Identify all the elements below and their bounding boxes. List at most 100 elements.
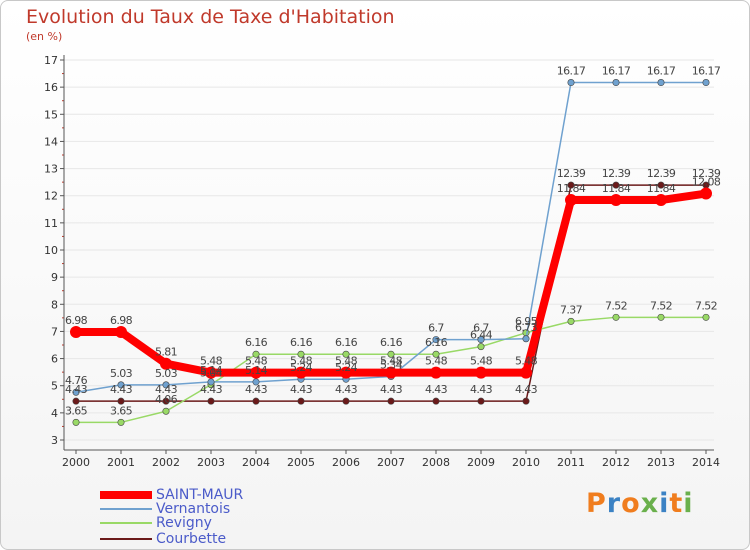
data-label: 6.73 bbox=[515, 321, 538, 334]
legend-item-vernantois: Vernantois bbox=[100, 501, 230, 517]
x-tick-label: 2014 bbox=[692, 456, 720, 469]
data-point bbox=[70, 325, 82, 338]
legend-label: Courbette bbox=[156, 531, 227, 547]
y-tick-label: 7 bbox=[51, 325, 58, 338]
data-point bbox=[72, 397, 80, 405]
data-label: 5.24 bbox=[335, 361, 358, 374]
legend-item-saint-maur: SAINT-MAUR bbox=[100, 487, 243, 503]
data-point bbox=[252, 378, 260, 386]
data-point bbox=[162, 381, 170, 389]
y-tick-label: 16 bbox=[44, 81, 58, 94]
data-point bbox=[567, 181, 575, 189]
data-point bbox=[162, 407, 170, 415]
data-label: 5.48 bbox=[470, 355, 493, 368]
data-point bbox=[295, 366, 307, 379]
data-label: 5.14 bbox=[200, 364, 223, 377]
x-tick-label: 2009 bbox=[467, 456, 495, 469]
data-label: 4.43 bbox=[155, 383, 178, 396]
x-tick-label: 2010 bbox=[512, 456, 540, 469]
data-label: 4.43 bbox=[110, 383, 133, 396]
data-label: 4.43 bbox=[380, 383, 403, 396]
data-label: 5.48 bbox=[335, 355, 358, 368]
data-label: 5.48 bbox=[380, 355, 403, 368]
data-point bbox=[387, 397, 395, 405]
x-tick-label: 2012 bbox=[602, 456, 630, 469]
data-label: 4.43 bbox=[425, 383, 448, 396]
data-label: 4.43 bbox=[290, 383, 313, 396]
data-point bbox=[702, 313, 710, 321]
data-label: 12.39 bbox=[602, 167, 631, 180]
data-point bbox=[612, 313, 620, 321]
data-label: 6.7 bbox=[473, 322, 489, 335]
data-point bbox=[207, 378, 215, 386]
data-point bbox=[475, 366, 487, 379]
y-tick-label: 6 bbox=[51, 353, 58, 366]
data-point bbox=[657, 181, 665, 189]
data-point bbox=[72, 388, 80, 396]
x-tick-label: 2008 bbox=[422, 456, 450, 469]
data-point bbox=[522, 335, 530, 343]
data-point bbox=[567, 317, 575, 325]
data-label: 6.16 bbox=[290, 336, 313, 349]
data-label: 4.06 bbox=[155, 393, 178, 406]
data-point bbox=[520, 366, 532, 379]
data-point bbox=[477, 397, 485, 405]
data-label: 5.04 bbox=[200, 367, 223, 380]
data-label: 3.65 bbox=[110, 404, 133, 417]
legend-swatch bbox=[100, 491, 152, 499]
data-point bbox=[700, 187, 712, 200]
data-point bbox=[522, 397, 530, 405]
legend-item-courbette: Courbette bbox=[100, 531, 226, 547]
data-label: 4.43 bbox=[335, 383, 358, 396]
data-point bbox=[385, 366, 397, 379]
data-label: 4.43 bbox=[470, 383, 493, 396]
legend-label: Revigny bbox=[156, 515, 212, 531]
data-point bbox=[342, 350, 350, 358]
data-point bbox=[432, 397, 440, 405]
data-point bbox=[162, 397, 170, 405]
x-tick-label: 2000 bbox=[62, 456, 90, 469]
data-label: 5.24 bbox=[290, 361, 313, 374]
data-point bbox=[430, 366, 442, 379]
x-tick-label: 2007 bbox=[377, 456, 405, 469]
data-label: 16.17 bbox=[692, 65, 721, 78]
data-label: 6.44 bbox=[470, 329, 493, 342]
y-tick-label: 3 bbox=[51, 434, 58, 447]
y-tick-label: 15 bbox=[44, 108, 58, 121]
data-label: 5.48 bbox=[290, 355, 313, 368]
y-tick-label: 9 bbox=[51, 271, 58, 284]
proxiti-logo: Proxiti bbox=[586, 488, 694, 519]
data-label: 11.84 bbox=[557, 182, 586, 195]
data-label: 6.16 bbox=[245, 336, 268, 349]
x-tick-label: 2004 bbox=[242, 456, 270, 469]
data-point bbox=[657, 79, 665, 87]
data-point bbox=[117, 381, 125, 389]
legend-label: SAINT-MAUR bbox=[156, 487, 244, 503]
data-label: 4.76 bbox=[65, 374, 88, 387]
data-point bbox=[117, 397, 125, 405]
data-point bbox=[205, 366, 217, 379]
data-point bbox=[342, 397, 350, 405]
data-label: 12.39 bbox=[557, 167, 586, 180]
data-label: 11.84 bbox=[602, 182, 631, 195]
data-point bbox=[117, 418, 125, 426]
data-label: 6.98 bbox=[65, 314, 88, 327]
data-point bbox=[610, 194, 622, 207]
data-label: 4.43 bbox=[245, 383, 268, 396]
data-point bbox=[250, 366, 262, 379]
data-label: 12.39 bbox=[647, 167, 676, 180]
legend-swatch bbox=[100, 538, 152, 540]
y-tick-label: 13 bbox=[44, 163, 58, 176]
data-label: 5.03 bbox=[155, 367, 178, 380]
data-label: 5.34 bbox=[380, 358, 403, 371]
data-label: 5.48 bbox=[515, 355, 538, 368]
data-point bbox=[565, 194, 577, 207]
data-label: 5.48 bbox=[245, 355, 268, 368]
data-point bbox=[297, 397, 305, 405]
x-tick-label: 2005 bbox=[287, 456, 315, 469]
data-point bbox=[655, 194, 667, 207]
chart-subtitle: (en %) bbox=[26, 30, 63, 43]
